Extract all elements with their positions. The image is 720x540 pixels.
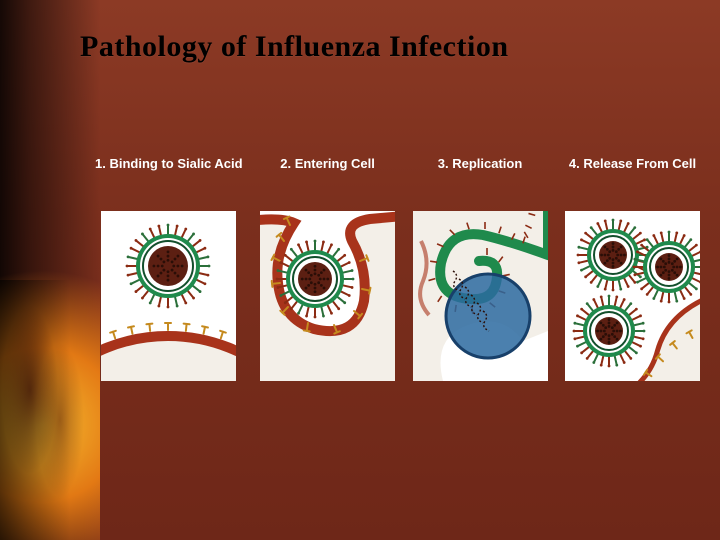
stage-label-release: 4. Release From Cell [569, 156, 696, 171]
stage-label-binding: 1. Binding to Sialic Acid [95, 156, 243, 171]
stage-label-entering: 2. Entering Cell [280, 156, 375, 171]
stage-entering: 2. Entering Cell [260, 156, 395, 381]
stage-label-replication: 3. Replication [438, 156, 523, 171]
page-title: Pathology of Influenza Infection [80, 30, 509, 64]
stage-replication: 3. Replication [413, 156, 548, 381]
panel-binding [101, 211, 236, 381]
panel-entering [260, 211, 395, 381]
panel-release [565, 211, 700, 381]
stage-release: 4. Release From Cell [565, 156, 700, 381]
panel-replication [413, 211, 548, 381]
slide-content: Pathology of Influenza Infection 1. Bind… [0, 0, 720, 540]
stage-binding: 1. Binding to Sialic Acid [95, 156, 243, 381]
stages-row: 1. Binding to Sialic Acid 2. Entering Ce… [95, 156, 700, 381]
